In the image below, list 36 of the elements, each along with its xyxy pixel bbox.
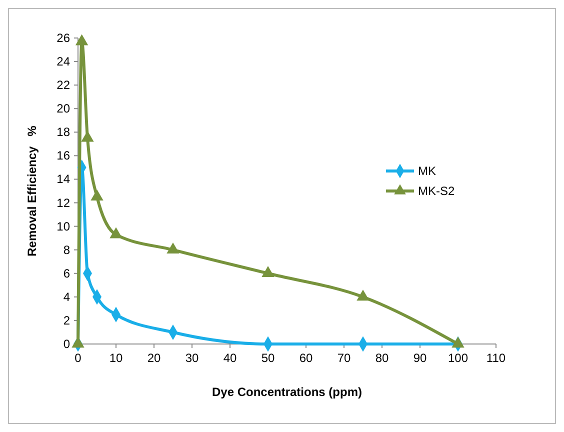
y-tick-label: 20 — [56, 102, 70, 116]
point — [166, 242, 180, 254]
x-tick-label: 100 — [448, 351, 468, 365]
y-tick-label: 16 — [56, 148, 70, 163]
x-tick-label: 30 — [185, 351, 199, 365]
legend-label: MK-S2 — [418, 184, 455, 198]
y-tick-label: 26 — [56, 31, 70, 45]
y-axis-title: Removal Efficiency % — [25, 125, 39, 256]
y-tick-label: 12 — [56, 196, 70, 210]
y-tick-label: 14 — [56, 172, 70, 186]
y-tick-label: 8 — [63, 242, 70, 257]
y-tick-label: 2 — [63, 313, 70, 328]
x-tick-label: 60 — [299, 351, 313, 365]
x-tick-label: 40 — [223, 351, 237, 365]
x-tick-label: 80 — [375, 351, 389, 365]
legend-label: MK — [418, 164, 436, 178]
y-tick-label: 24 — [56, 54, 70, 69]
point — [90, 190, 104, 201]
x-tick-label: 10 — [109, 351, 123, 365]
x-tick-label: 0 — [74, 351, 82, 365]
y-tick-label: 10 — [56, 219, 70, 234]
y-tick-label: 0 — [63, 337, 70, 351]
y-tick-label: 18 — [56, 125, 70, 140]
point — [356, 290, 370, 301]
point — [110, 227, 122, 238]
y-tick-label: 4 — [63, 290, 70, 304]
x-tick-label: 90 — [413, 351, 427, 365]
x-tick-label: 20 — [147, 351, 161, 365]
y-tick-label: 22 — [56, 78, 70, 92]
x-tick-label: 50 — [261, 351, 275, 365]
y-tick-label: 6 — [63, 266, 70, 280]
x-tick-label: 110 — [486, 351, 506, 365]
x-tick-label: 70 — [337, 351, 351, 365]
point — [262, 266, 274, 278]
x-axis-title: Dye Concentrations (ppm) — [212, 385, 362, 399]
point — [75, 34, 88, 46]
